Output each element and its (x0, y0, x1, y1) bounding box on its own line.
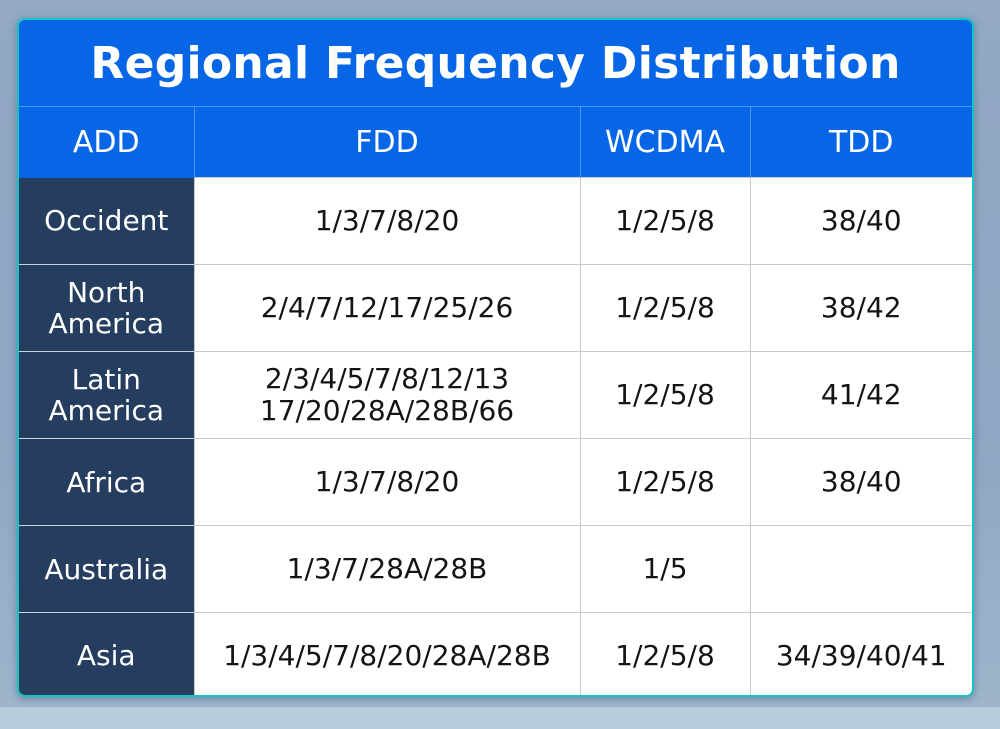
fdd-bands-line-1: 2/3/4/5/7/8/12/13 (264, 362, 510, 395)
region-label-line-1: North (67, 276, 146, 309)
table-row: Asia 1/3/4/5/7/8/20/28A/28B 1/2/5/8 34/3… (19, 612, 972, 695)
fdd-cell: 1/3/7/8/20 (193, 438, 581, 526)
wcdma-cell: 1/2/5/8 (579, 177, 751, 265)
fdd-bands: 2/4/7/12/17/25/26 (260, 291, 514, 324)
region-label: Africa (66, 465, 147, 499)
bottom-strip (0, 707, 1000, 729)
region-label-line-2: America (48, 307, 165, 340)
fdd-bands: 1/3/7/8/20 (314, 465, 460, 498)
header-tdd: TDD (749, 106, 972, 178)
header-wcdma: WCDMA (579, 106, 750, 178)
fdd-cell: 2/3/4/5/7/8/12/13 17/20/28A/28B/66 (193, 351, 581, 439)
fdd-cell: 1/3/4/5/7/8/20/28A/28B (193, 612, 581, 695)
region-cell: Latin America (19, 351, 194, 439)
table-header-row: ADD FDD WCDMA TDD (19, 106, 972, 178)
table-row: Australia 1/3/7/28A/28B 1/5 (19, 525, 972, 613)
card-inner: Regional Frequency Distribution ADD FDD … (19, 20, 972, 695)
tdd-cell: 34/39/40/41 (749, 612, 972, 695)
region-cell: Occident (19, 177, 194, 265)
page-title: Regional Frequency Distribution (90, 37, 901, 89)
region-label: Asia (76, 639, 136, 672)
wcdma-cell: 1/5 (579, 525, 751, 613)
fdd-cell: 1/3/7/28A/28B (193, 525, 581, 613)
table-row: North America 2/4/7/12/17/25/26 1/2/5/8 … (19, 264, 972, 352)
fdd-cell: 1/3/7/8/20 (193, 177, 581, 265)
wcdma-cell: 1/2/5/8 (579, 438, 751, 526)
region-cell: Asia (19, 612, 194, 695)
tdd-cell (749, 525, 972, 613)
region-label: Occident (44, 204, 169, 238)
region-label-line-2: America (48, 394, 165, 427)
region-cell: North America (19, 264, 194, 352)
tdd-cell: 38/40 (749, 438, 972, 526)
fdd-bands: 1/3/4/5/7/8/20/28A/28B (223, 638, 551, 672)
region-label: Australia (44, 552, 169, 586)
wcdma-cell: 1/2/5/8 (579, 612, 751, 695)
fdd-cell: 2/4/7/12/17/25/26 (193, 264, 581, 352)
title-band: Regional Frequency Distribution (19, 20, 972, 106)
table-row: Occident 1/3/7/8/20 1/2/5/8 38/40 (19, 177, 972, 265)
fdd-bands: 1/3/7/28A/28B (286, 552, 488, 585)
region-label-line-1: Latin (71, 363, 141, 396)
wcdma-cell: 1/2/5/8 (579, 351, 751, 439)
header-fdd: FDD (193, 106, 580, 178)
table-row: Latin America 2/3/4/5/7/8/12/13 17/20/28… (19, 351, 972, 439)
fdd-bands: 1/3/7/8/20 (314, 204, 460, 237)
table-row: Africa 1/3/7/8/20 1/2/5/8 38/40 (19, 438, 972, 526)
fdd-bands-line-2: 17/20/28A/28B/66 (259, 394, 515, 427)
header-add: ADD (19, 106, 194, 178)
wcdma-cell: 1/2/5/8 (579, 264, 751, 352)
region-cell: Africa (19, 438, 194, 526)
region-cell: Australia (19, 525, 194, 613)
tdd-cell: 38/40 (749, 177, 972, 265)
frequency-card: Regional Frequency Distribution ADD FDD … (17, 18, 974, 697)
tdd-cell: 38/42 (749, 264, 972, 352)
tdd-cell: 41/42 (749, 351, 972, 439)
frequency-table: ADD FDD WCDMA TDD Occident 1/3/7/8/20 1/… (19, 106, 972, 695)
